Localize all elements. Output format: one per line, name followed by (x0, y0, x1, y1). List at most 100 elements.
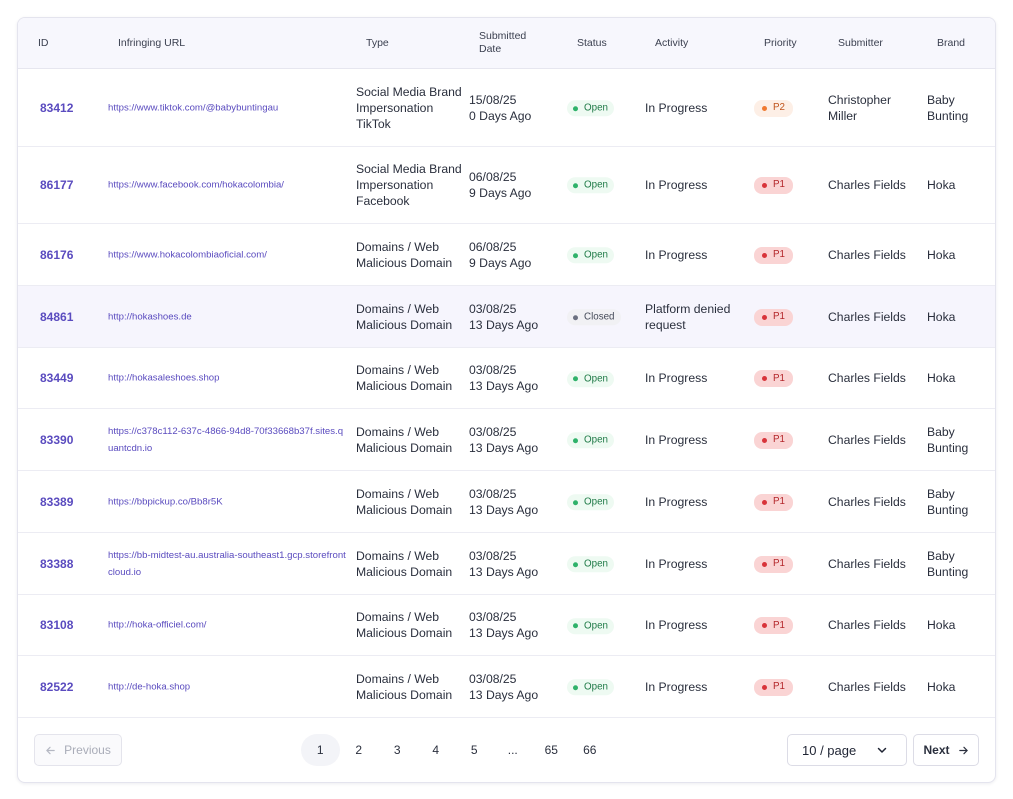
status-badge: Closed (567, 308, 621, 326)
page-number-button[interactable]: 2 (355, 743, 363, 757)
days-ago: 13 Days Ago (469, 564, 539, 579)
previous-label: Previous (64, 743, 111, 757)
submitter-name: Christopher Miller (828, 92, 891, 123)
case-type: Domains / Web Malicious Domain (356, 610, 453, 640)
case-id-link[interactable]: 83390 (40, 432, 74, 447)
table-row[interactable]: 83389 https://bbpickup.co/Bb8r5K Domains /… (18, 471, 995, 533)
table-row[interactable]: 83390 https://c378c112-637c-4866-94d8-70f… (18, 409, 995, 471)
table-row[interactable]: 83449 http://hokasaleshoes.shop Domains / … (18, 348, 995, 409)
case-type: Domains / Web Malicious Domain (356, 301, 453, 332)
header-id[interactable]: ID (38, 36, 49, 49)
infringing-url-link[interactable]: https://c378c112-637c-4866-94d8-70f33668… (108, 425, 344, 454)
case-id-link[interactable]: 83449 (40, 371, 74, 385)
table-row[interactable]: 83108 http://hoka-officiel.com/Domains / … (18, 595, 995, 656)
status-badge: Open (567, 616, 614, 634)
infringing-url-link[interactable]: http://hokashoes.de (108, 311, 192, 322)
status-dot-icon (573, 684, 578, 690)
date-value: 03/08/25 (469, 424, 517, 439)
page-size-select[interactable]: 10 / page (787, 734, 907, 766)
priority-badge: P1 (754, 493, 793, 511)
activity-text: In Progress (645, 371, 708, 385)
infringing-url-link[interactable]: https://bb-midtest-au.australia-southeas… (108, 549, 346, 578)
status-label: Open (584, 102, 608, 114)
status-label: Open (584, 681, 608, 693)
status-dot-icon (573, 182, 578, 188)
status-label: Open (584, 249, 608, 261)
header-activity[interactable]: Activity (655, 36, 689, 49)
infringing-url-link[interactable]: http://hoka-officiel.com/ (108, 619, 207, 631)
priority-dot-icon (762, 437, 767, 443)
priority-dot-icon (762, 376, 767, 381)
case-id-link[interactable]: 86176 (40, 247, 74, 262)
date-value: 03/08/25 (469, 301, 517, 316)
priority-label: P1 (773, 179, 785, 190)
case-type: Social Media Brand Impersonation TikTok (356, 84, 462, 131)
table-row[interactable]: 86177 https://www.facebook.com/hokacolomb… (18, 146, 995, 224)
table-row[interactable]: 86176 https://www.hokacolombiaoficial.com… (18, 224, 995, 286)
days-ago: 13 Days Ago (469, 626, 539, 640)
header-submitter[interactable]: Submitter (838, 36, 883, 49)
table-row[interactable]: 84861 http://hokashoes.de Domains / Web Ma… (18, 286, 995, 348)
page-number-button[interactable]: 4 (432, 743, 440, 757)
table-row[interactable]: 82522 http://de-hoka.shop Domains / Web Ma… (18, 656, 995, 718)
status-dot-icon (573, 499, 578, 505)
table-row[interactable]: 83412 https://www.tiktok.com/@babybunting… (18, 69, 995, 147)
priority-dot-icon (762, 182, 767, 188)
status-label: Open (584, 179, 608, 191)
case-id-link[interactable]: 83108 (40, 618, 74, 632)
infringing-url-link[interactable]: https://www.facebook.com/hokacolombia/ (108, 179, 284, 190)
page-number-button[interactable]: 5 (470, 743, 478, 757)
date-value: 06/08/25 (469, 169, 517, 184)
header-priority[interactable]: Priority (764, 36, 797, 49)
case-type: Domains / Web Malicious Domain (356, 239, 453, 270)
case-id-link[interactable]: 86177 (40, 177, 74, 192)
status-label: Open (584, 372, 608, 384)
submitter-name: Charles Fields (828, 432, 906, 447)
status-label: Open (584, 434, 608, 446)
submitter-name: Charles Fields (828, 371, 906, 385)
page-number-button[interactable]: 1 (301, 734, 340, 766)
brand-name: Hoka (927, 247, 956, 262)
arrow-right-icon (958, 745, 969, 756)
infringing-url-link[interactable]: https://www.tiktok.com/@babybuntingau (108, 102, 279, 113)
case-id-link[interactable]: 82522 (40, 679, 74, 694)
priority-label: P2 (773, 102, 785, 113)
status-dot-icon (573, 105, 578, 111)
days-ago: 9 Days Ago (469, 255, 532, 270)
infringing-url-link[interactable]: https://www.hokacolombiaoficial.com/ (108, 249, 267, 260)
case-id-link[interactable]: 84861 (40, 309, 74, 324)
status-label: Open (584, 619, 608, 631)
submitted-date: 03/08/25 13 Days Ago (469, 424, 569, 456)
activity-text: In Progress (645, 618, 708, 632)
page-number-button[interactable]: 3 (393, 743, 401, 757)
header-type[interactable]: Type (366, 36, 389, 49)
status-dot-icon (573, 561, 578, 567)
case-id-link[interactable]: 83388 (40, 556, 74, 571)
previous-button[interactable]: Previous (34, 734, 122, 766)
case-id-link[interactable]: 83389 (40, 494, 74, 509)
table-row[interactable]: 83388 https://bb-midtest-au.australia-sou… (18, 533, 995, 595)
infringing-url-link[interactable]: https://bbpickup.co/Bb8r5K (108, 496, 223, 507)
cases-table-card: ID Infringing URL Type Submitted Date St… (17, 17, 996, 783)
header-date[interactable]: Submitted Date (479, 30, 527, 55)
header-brand[interactable]: Brand (937, 36, 966, 49)
infringing-url-link[interactable]: http://hokasaleshoes.shop (108, 372, 220, 384)
brand-name: Hoka (927, 177, 956, 192)
date-value: 03/08/25 (469, 486, 517, 501)
next-button[interactable]: Next (913, 734, 979, 766)
brand-name: Hoka (927, 618, 956, 632)
priority-badge: P1 (754, 246, 793, 264)
brand-name: Hoka (927, 371, 956, 385)
infringing-url-link[interactable]: http://de-hoka.shop (108, 681, 191, 692)
header-status[interactable]: Status (577, 36, 607, 49)
case-type: Domains / Web Malicious Domain (356, 424, 453, 455)
priority-badge: P1 (754, 616, 793, 634)
priority-badge: P1 (754, 555, 793, 573)
case-id-link[interactable]: 83412 (40, 100, 74, 115)
page-number-button[interactable]: 65 (544, 743, 558, 757)
page-number-button[interactable]: 66 (583, 743, 597, 757)
status-badge: Open (567, 176, 614, 194)
header-url[interactable]: Infringing URL (118, 36, 186, 49)
priority-dot-icon (762, 499, 767, 505)
brand-name: Baby Bunting (927, 92, 969, 123)
